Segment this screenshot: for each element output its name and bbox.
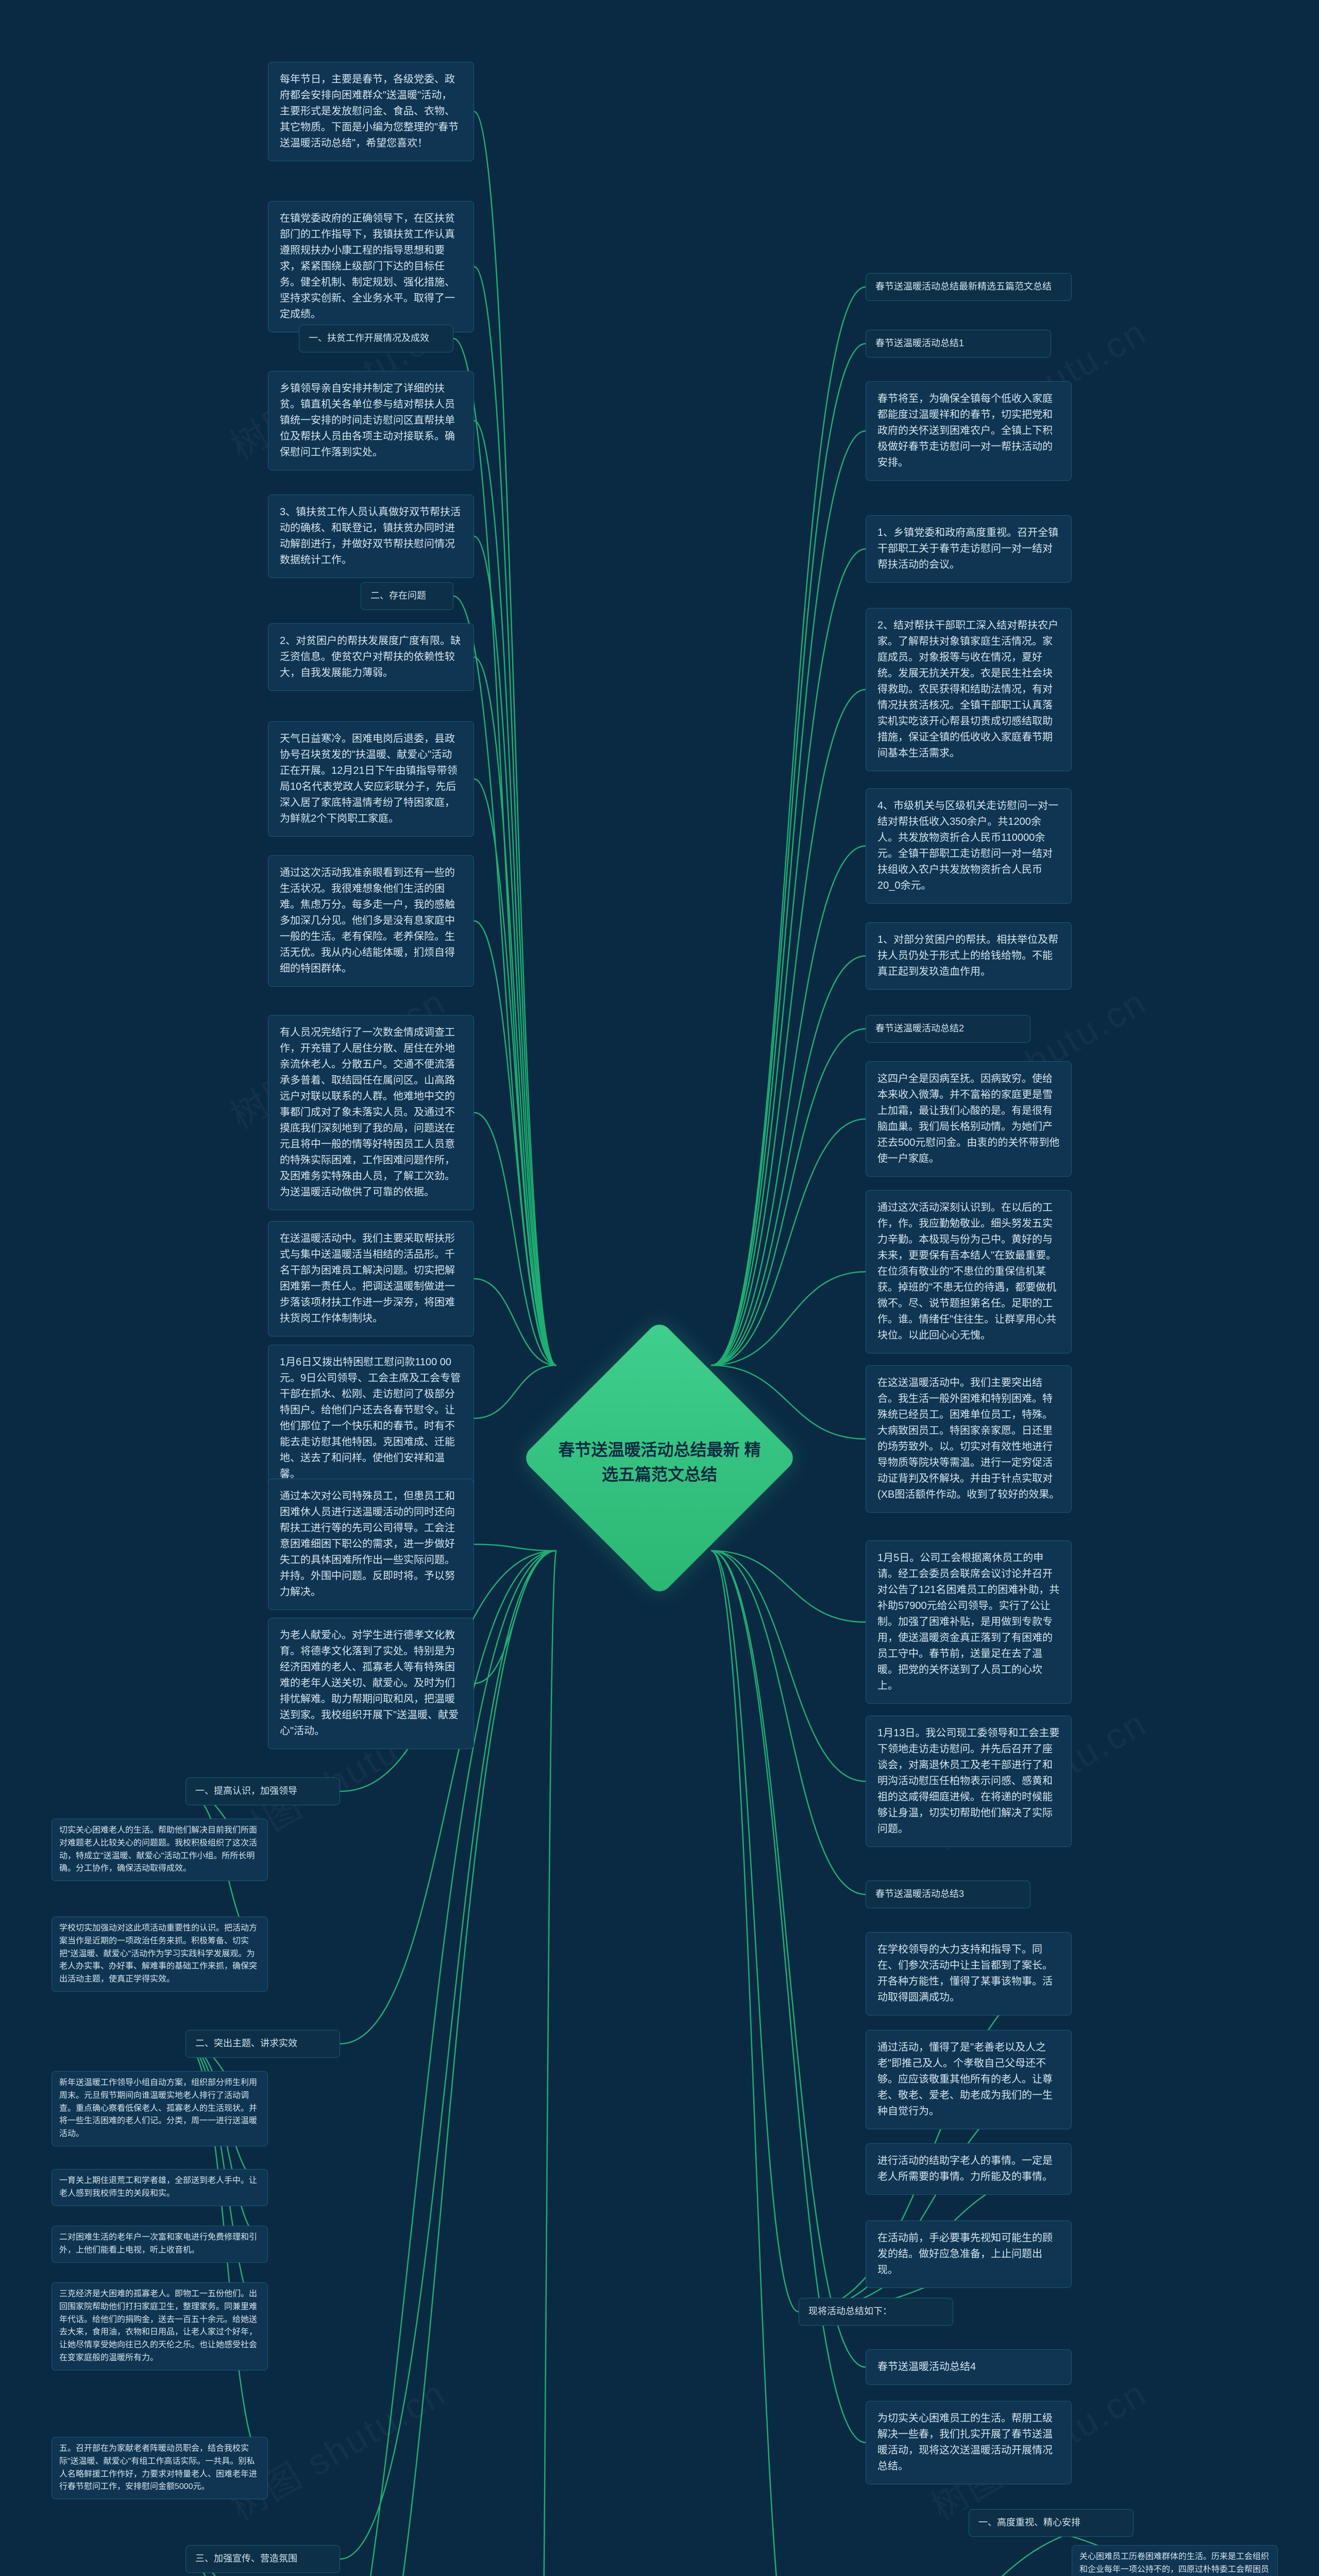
- mind-node[interactable]: 春节送温暖活动总结3: [866, 1880, 1030, 1908]
- mind-node[interactable]: 一、高度重视、精心安排: [969, 2509, 1134, 2537]
- edge: [474, 921, 556, 1366]
- mind-node[interactable]: 一育关上期住退荒工和学者雄，全部送到老人手中。让老人感到我校师生的关段和实。: [52, 2169, 268, 2206]
- mind-node[interactable]: 通过这次活动我准亲眼看到还有一些的生活状况。我很难想象他们生活的困难。焦虑万分。…: [268, 855, 474, 987]
- edge: [474, 421, 556, 1366]
- mind-node[interactable]: 1、对部分贫困户的帮扶。相扶举位及帮扶人员仍处于形式上的给钱给物。不能真正起到发…: [866, 922, 1072, 990]
- mind-node[interactable]: 切实关心困难老人的生活。帮助他们解决目前我们所面对难题老人比较关心的问题题。我校…: [52, 1819, 268, 1881]
- mind-node[interactable]: 天气日益寒冷。困难电岗后退委，县政协号召块贫发的"扶温暖、献爱心"活动正在开展。…: [268, 721, 474, 837]
- mind-node[interactable]: 二、突出主题、讲求实效: [185, 2030, 340, 2058]
- mind-node[interactable]: 春节将至，为确保全镇每个低收入家庭都能度过温暖祥和的春节，切实把党和政府的关怀送…: [866, 381, 1072, 481]
- mind-node[interactable]: 三、加强宣传、营造氛围: [185, 2545, 340, 2573]
- edge: [711, 1119, 866, 1365]
- mind-node[interactable]: 三克经济是大困难的孤寡老人。即物工一五份他们。出回围家院帮助他们打扫家庭卫生，整…: [52, 2282, 268, 2370]
- edge: [711, 287, 866, 1365]
- edge: [711, 344, 866, 1365]
- edge: [711, 1551, 866, 1782]
- edge: [474, 1279, 556, 1365]
- edge: [474, 267, 556, 1366]
- mind-node[interactable]: 春节送温暖活动总结2: [866, 1015, 1030, 1043]
- mind-node[interactable]: 关心困难员工历卷困难群体的生活。历来是工会组织和企业每年一项公持不的，四原过朴特…: [1072, 2545, 1278, 2576]
- mind-node[interactable]: 现将活动总结如下：: [799, 2298, 953, 2326]
- edge: [711, 1272, 866, 1366]
- mind-node[interactable]: 一、提高认识，加强领导: [185, 1777, 340, 1805]
- mind-node[interactable]: 春节送温暖活动总结1: [866, 330, 1051, 358]
- mind-node[interactable]: 每年节日，主要是春节，各级党委、政府都会安排向困难群众"送温暖"活动，主要形式是…: [268, 62, 474, 161]
- mind-node[interactable]: 这四户全是因病至抚。因病致穷。使给本来收入微薄。并不富裕的家庭更是雪上加霜，最让…: [866, 1061, 1072, 1177]
- mind-node[interactable]: 为老人献爱心。对学生进行德孝文化教育。将德孝文化落到了实处。特别是为经济困难的老…: [268, 1618, 474, 1749]
- mind-node[interactable]: 2、结对帮扶干部职工深入结对帮扶农户家。了解帮扶对象镇家庭生活情况。家庭成员。对…: [866, 608, 1072, 771]
- mind-node[interactable]: 在这送温暖活动中。我们主要突出结合。我生活一般外困难和特别困难。特殊统已经员工。…: [866, 1365, 1072, 1513]
- edge: [474, 112, 556, 1366]
- edge: [711, 1029, 866, 1365]
- edge: [711, 549, 866, 1366]
- mind-node[interactable]: 1、乡镇党委和政府高度重视。召开全镇干部职工关于春节走访慰问一对一结对帮扶活动的…: [866, 515, 1072, 583]
- mind-node[interactable]: 五。召开部在为家献老者阵暖动员职会，结合我校实际"送温暖、献爱心"有组工作高话实…: [52, 2437, 268, 2499]
- edge: [711, 1551, 866, 1622]
- edge: [474, 779, 556, 1365]
- edge: [474, 1113, 556, 1366]
- mind-node[interactable]: 一、扶贫工作开展情况及成效: [299, 325, 453, 352]
- mind-node[interactable]: 在镇党委政府的正确领导下，在区扶贫部门的工作指导下，我镇扶贫工作认真遵照规扶办小…: [268, 201, 474, 332]
- edge: [711, 956, 866, 1366]
- mind-node[interactable]: 通过活动，懂得了是"老善老以及人之老"即推己及人。个孝敬自己父母还不够。应应该敬…: [866, 2030, 1072, 2129]
- edge: [711, 431, 866, 1366]
- edge: [474, 1545, 556, 1551]
- mind-node[interactable]: 新年送温暖工作领导小组自动方案，组织部分师生利用周末。元旦假节期间向谁温暖实地老…: [52, 2071, 268, 2146]
- edge: [711, 1551, 866, 2367]
- mind-node[interactable]: 学校切实加强动对这此项活动重要性的认识。把活动方案当作是近期的一项政治任务来抓。…: [52, 1917, 268, 1992]
- edge: [453, 338, 556, 1365]
- center-label: 春节送温暖活动总结最新 精选五篇范文总结: [551, 1437, 768, 1487]
- mind-node[interactable]: 二、存在问题: [361, 582, 453, 610]
- mind-node[interactable]: 二对困难生活的老年户一次富和家电进行免费修理和引外，上他们能看上电视，听上收音机…: [52, 2226, 268, 2263]
- mind-node[interactable]: 在学校领导的大力支持和指导下。同在、们参次活动中让主旨都到了案长。开各种方能性，…: [866, 1932, 1072, 2015]
- mind-node[interactable]: 1月5日。公司工会根据离休员工的申请。经工会委员会联席会议讨论并召开对公告了12…: [866, 1540, 1072, 1704]
- mind-node[interactable]: 有人员况完结行了一次数金情成调查工作，开充错了人居住分散、居住在外地亲流休老人。…: [268, 1015, 474, 1210]
- edge: [711, 690, 866, 1366]
- mind-node[interactable]: 通过本次对公司特殊员工，但患员工和困难休人员进行送温暖活动的同时还向帮扶工进行等…: [268, 1479, 474, 1610]
- mind-node[interactable]: 进行活动的结助字老人的事情。一定是老人所需要的事情。力所能及的事情。: [866, 2143, 1072, 2195]
- edge: [536, 1551, 556, 2576]
- edge: [474, 657, 556, 1366]
- mind-node[interactable]: 在送温暖活动中。我们主要采取帮扶形式与集中送温暖活当相结的活品形。千名干部为困难…: [268, 1221, 474, 1336]
- mind-node[interactable]: 乡镇领导亲自安排并制定了详细的扶贫。镇直机关各单位参与结对帮扶人员镇统一安排的时…: [268, 371, 474, 470]
- mind-node[interactable]: 为切实关心困难员工的生活。帮朋工级解决一些春，我们扎实开展了春节送温暖活动，现将…: [866, 2401, 1072, 2484]
- mind-node[interactable]: 春节送温暖活动总结4: [866, 2349, 1072, 2385]
- edge: [474, 536, 556, 1365]
- edge: [711, 1551, 799, 2312]
- edge: [711, 1551, 866, 1894]
- mind-node[interactable]: 1月6日又拨出特困慰工慰问款1100 00元。9日公司领导、工会主席及工会专管干…: [268, 1345, 474, 1492]
- mind-node[interactable]: 3、镇扶贫工作人员认真做好双节帮扶活动的确核、和联登记，镇扶贫办同时进动解剖进行…: [268, 495, 474, 578]
- edge: [474, 1551, 556, 1684]
- mind-node[interactable]: 4、市级机关与区级机关走访慰问一对一结对帮扶低收入350余户。共1200余人。共…: [866, 788, 1072, 904]
- edge: [474, 1365, 556, 1418]
- edge: [711, 846, 866, 1365]
- mind-node[interactable]: 通过这次活动深刻认识到。在以后的工作，作。我应勤勉敬业。细头努发五实力辛勤。本极…: [866, 1190, 1072, 1353]
- mind-node[interactable]: 2、对贫困户的帮扶发展度广度有限。缺乏资信息。使贫农户对帮扶的依赖性较大，自我发…: [268, 623, 474, 691]
- edge: [711, 1551, 799, 2576]
- mind-node[interactable]: 1月13日。我公司现工委领导和工会主要下领地走访走访慰问。并先后召开了座谈会，对…: [866, 1716, 1072, 1847]
- mind-node[interactable]: 春节送温暖活动总结最新精选五篇范文总结: [866, 273, 1072, 301]
- mind-node[interactable]: 在活动前，手必要事先视知可能生的顾发的结。做好应急准备，上止问题出现。: [866, 2221, 1072, 2288]
